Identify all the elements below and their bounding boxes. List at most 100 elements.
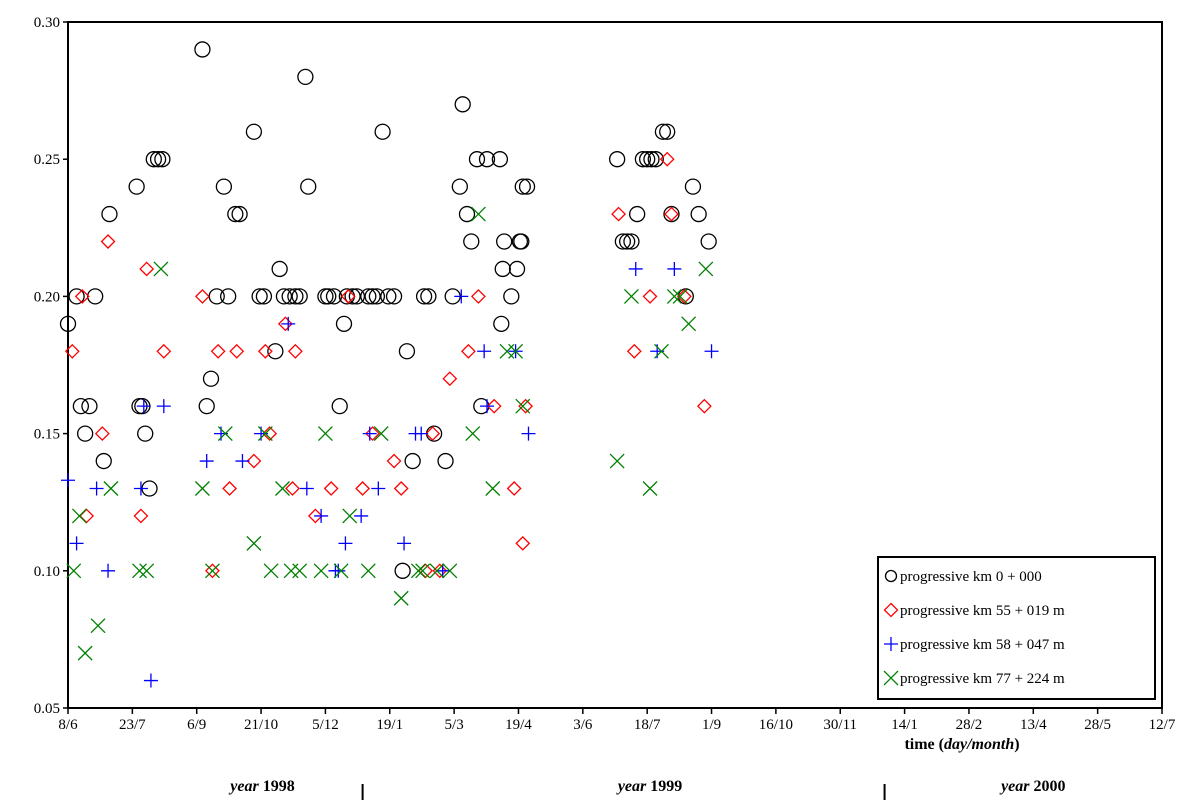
x-axis: 8/6 23/7 6/9 21/10 5/12 19/1 5/3 19/4 3/6 18/7 1/9…: [58, 708, 1176, 733]
data-point-cross: [465, 426, 481, 442]
data-point-diamond: [365, 426, 381, 442]
data-point-circle: [215, 178, 233, 195]
data-point-diamond: [79, 508, 95, 524]
legend-label: progressive km 0 + 000: [900, 569, 1042, 585]
y-tick-label: 0.05: [34, 701, 60, 717]
data-point-diamond: [229, 343, 245, 359]
data-point-circle: [451, 178, 468, 195]
data-point-plus: [69, 536, 84, 551]
year-number: 1999: [646, 778, 682, 795]
data-point-circle: [72, 398, 90, 415]
data-point-cross: [654, 343, 669, 359]
data-point-circle: [463, 233, 480, 250]
data-point-plus: [435, 563, 450, 578]
x-tick-label: 5/12: [312, 717, 339, 733]
year-label: year 1998: [228, 778, 294, 795]
data-point-circle: [663, 205, 680, 223]
data-point-circle: [275, 288, 293, 305]
y-tick-label: 0.25: [34, 152, 60, 168]
data-point-cross: [103, 481, 119, 496]
year-label: year 2000: [999, 778, 1065, 795]
year-labels: year 1998 year 1999 year 2000: [228, 778, 1066, 800]
data-point-plus: [89, 481, 104, 496]
data-point-circle: [145, 151, 162, 168]
data-point-cross: [393, 590, 409, 606]
data-point-diamond: [64, 343, 80, 359]
data-point-circle: [508, 260, 526, 278]
data-point-cross: [204, 563, 220, 579]
x-tick-label: 30/11: [823, 717, 857, 733]
data-point-diamond: [156, 343, 172, 359]
data-point-circle: [287, 288, 304, 305]
data-point-circle: [281, 288, 298, 305]
data-point-diamond: [486, 398, 502, 414]
data-point-cross: [217, 426, 233, 442]
data-point-cross: [313, 563, 329, 579]
data-point-circle: [513, 233, 530, 250]
data-point-circle: [380, 288, 397, 305]
data-point-circle: [494, 260, 511, 278]
x-tick-label: 23/7: [119, 717, 146, 733]
data-point-diamond: [94, 426, 110, 442]
data-point-diamond: [195, 288, 210, 304]
data-point-circle: [491, 151, 509, 168]
data-point-cross: [666, 288, 682, 304]
data-point-plus: [101, 563, 116, 578]
data-point-circle: [128, 178, 145, 195]
data-point-circle: [320, 288, 337, 305]
series-circle: [59, 41, 717, 579]
data-point-circle: [198, 398, 215, 415]
data-point-circle: [623, 233, 640, 250]
year-word: year: [228, 778, 259, 795]
data-point-cross: [194, 481, 210, 496]
data-point-diamond: [210, 343, 226, 359]
data-point-diamond: [74, 288, 90, 304]
x-axis-title-prefix: time (: [904, 736, 944, 753]
data-point-circle: [335, 315, 353, 332]
legend: progressive km 0 + 000 progressive km 55 …: [877, 556, 1156, 700]
data-point-diamond: [323, 481, 339, 496]
data-point-circle: [690, 205, 707, 223]
data-point-diamond: [386, 453, 402, 469]
data-point-circle: [68, 288, 85, 305]
data-point-diamond: [611, 206, 626, 222]
data-point-diamond: [277, 316, 293, 332]
data-point-plus: [362, 426, 377, 441]
data-point-diamond: [506, 481, 522, 496]
data-point-diamond: [393, 481, 409, 496]
data-point-cross: [246, 535, 262, 551]
data-point-plus: [156, 399, 171, 414]
x-tick-label: 14/1: [891, 717, 918, 733]
data-point-cross: [90, 618, 106, 634]
data-point-diamond: [515, 535, 531, 551]
data-point-diamond: [133, 508, 149, 524]
data-point-plus: [338, 536, 353, 551]
data-point-diamond: [518, 398, 534, 414]
data-point-cross: [263, 563, 279, 579]
data-point-cross: [672, 288, 688, 304]
data-point-circle: [374, 123, 391, 140]
data-point-circle: [700, 233, 717, 250]
x-axis-title-suffix: ): [1014, 736, 1019, 753]
data-point-plus: [480, 399, 495, 414]
data-point-circle: [291, 288, 308, 305]
data-point-circle: [231, 205, 248, 223]
data-point-cross: [373, 426, 389, 442]
data-point-circle: [619, 233, 636, 250]
data-point-cross: [470, 206, 486, 222]
legend-marker-plus: [884, 637, 898, 651]
data-point-diamond: [287, 343, 303, 359]
data-point-plus: [281, 316, 296, 331]
series-cross: [66, 206, 714, 661]
data-point-circle: [137, 425, 154, 442]
data-point-cross: [139, 563, 155, 579]
data-point-circle: [478, 151, 496, 168]
data-point-circle: [267, 343, 284, 360]
legend-label: progressive km 77 + 224 m: [900, 671, 1065, 687]
legend-box: [877, 556, 1156, 700]
x-tick-label: 28/2: [956, 717, 983, 733]
x-tick-label: 18/7: [634, 717, 661, 733]
y-axis: 0.05 0.10 0.15 0.20 0.25 0.30: [34, 15, 68, 717]
data-point-cross: [132, 563, 147, 579]
data-point-cross: [360, 563, 376, 579]
